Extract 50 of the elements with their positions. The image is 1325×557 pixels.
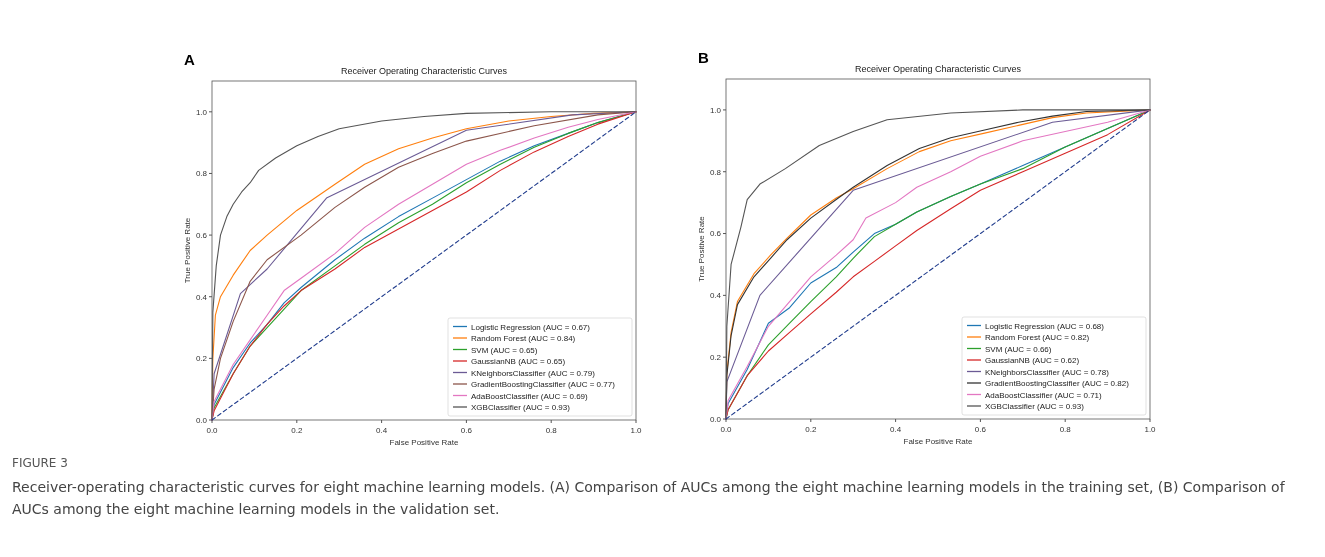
legend-label: GradientBoostingClassifier (AUC = 0.77) (471, 380, 616, 389)
y-tick-label: 0.2 (195, 354, 208, 364)
y-tick-label: 0.6 (709, 229, 722, 239)
legend-label: AdaBoostClassifier (AUC = 0.69) (471, 391, 589, 401)
x-tick-label: 0.8 (545, 426, 558, 435)
y-tick-label: 0.0 (195, 415, 208, 425)
x-axis-title: False Positive Rate (903, 437, 974, 446)
x-tick-label: 1.0 (1144, 425, 1157, 434)
text: Receiver-operating characteristic curves for eight machine learning models. (A) Comparison of AUCs among the eight machine learning models in the training set, (B) Comparison of AUCs among the eight machine learning models in the validation set. (12, 478, 1286, 519)
legend-label: KNeighborsClassifier (AUC = 0.78) (985, 367, 1110, 377)
x-tick-label: 0.8 (1059, 425, 1072, 434)
legend-label: KNeighborsClassifier (AUC = 0.79) (471, 368, 596, 378)
y-tick-label: 0.8 (195, 169, 208, 179)
legend-label: Random Forest (AUC = 0.82) (985, 333, 1090, 342)
x-tick-label: 0.6 (974, 425, 987, 434)
x-tick-label: 0.2 (291, 426, 303, 435)
y-tick-label: 1.0 (195, 107, 208, 117)
text: B (698, 49, 709, 66)
text: A (184, 51, 195, 68)
x-tick-label: 1.0 (630, 426, 643, 435)
y-axis-title: True Positive Rate (183, 217, 192, 284)
legend-label: GaussianNB (AUC = 0.62) (985, 356, 1080, 365)
caption: FIGURE 3 (12, 456, 69, 470)
x-axis-title: False Positive Rate (389, 438, 460, 447)
x-tick-label: 0.2 (805, 425, 817, 434)
legend-label: Logistic Regression (AUC = 0.67) (471, 322, 591, 332)
legend-label: Logistic Regression (AUC = 0.68) (985, 321, 1105, 331)
legend-label: AdaBoostClassifier (AUC = 0.71) (985, 390, 1103, 400)
chart-title: Receiver Operating Characteristic Curves (854, 64, 1022, 74)
x-tick-label: 0.4 (890, 425, 902, 434)
y-tick-label: 0.2 (709, 352, 722, 362)
x-tick-label: 0.4 (376, 426, 388, 435)
legend-label: GradientBoostingClassifier (AUC = 0.82) (985, 379, 1130, 388)
y-tick-label: 0.6 (195, 230, 208, 240)
x-tick-label: 0.6 (460, 426, 473, 435)
legend-label: GaussianNB (AUC = 0.65) (471, 357, 566, 366)
y-axis-title: True Positive Rate (697, 215, 706, 282)
x-tick-label: 0.0 (720, 425, 733, 434)
y-tick-label: 0.0 (709, 414, 722, 424)
x-tick-label: 0.0 (206, 426, 219, 435)
y-tick-label: 0.4 (709, 291, 722, 301)
legend-label: Random Forest (AUC = 0.84) (471, 334, 576, 343)
chart-title: Receiver Operating Characteristic Curves (340, 66, 508, 76)
y-tick-label: 1.0 (709, 105, 722, 115)
legend-label: SVM (AUC = 0.66) (985, 344, 1052, 354)
legend-label: XGBClassifier (AUC = 0.93) (471, 403, 571, 412)
y-tick-label: 0.8 (709, 167, 722, 177)
legend-label: XGBClassifier (AUC = 0.93) (985, 402, 1085, 411)
y-tick-label: 0.4 (195, 292, 208, 302)
legend-label: SVM (AUC = 0.65) (471, 345, 538, 355)
